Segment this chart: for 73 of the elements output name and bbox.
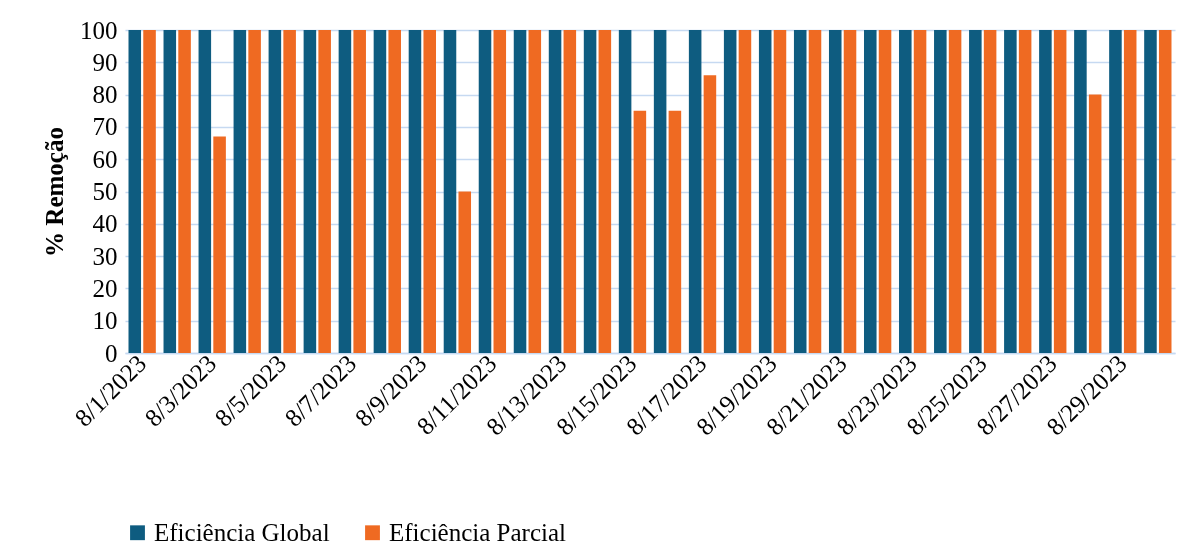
bar: [969, 30, 982, 353]
bar: [913, 30, 927, 353]
bar: [843, 30, 857, 353]
bar: [443, 30, 457, 353]
bar: [388, 30, 401, 353]
bar: [633, 110, 647, 353]
y-tick-label: 40: [92, 210, 118, 238]
bar: [738, 30, 752, 353]
bar: [1144, 30, 1157, 353]
bar: [248, 30, 261, 353]
bar: [1018, 30, 1032, 353]
y-tick-label: 10: [92, 307, 118, 335]
bar: [1004, 30, 1017, 353]
bar: [338, 30, 352, 353]
bar: [1088, 94, 1102, 353]
bar: [758, 30, 772, 353]
bar: [773, 30, 787, 353]
bar: [128, 30, 142, 353]
bar: [178, 30, 191, 353]
bar: [1158, 30, 1172, 353]
y-tick-label: 20: [92, 274, 118, 302]
bar: [373, 30, 387, 353]
bar: [1039, 30, 1052, 353]
bar: [493, 30, 507, 353]
bar: [268, 30, 282, 353]
bar: [163, 30, 177, 353]
bar: [899, 30, 912, 353]
bar: [283, 30, 296, 353]
bar: [548, 30, 562, 353]
bar: [1109, 30, 1122, 353]
bar: [408, 30, 422, 353]
y-axis-title: % Remoção: [41, 127, 68, 257]
bar: [583, 30, 597, 353]
bar: [703, 75, 717, 353]
y-tick-label: 50: [92, 178, 118, 205]
bar: [598, 30, 612, 353]
legend-label: Eficiência Global: [154, 518, 330, 542]
bar: [233, 30, 247, 353]
bar: [934, 30, 947, 353]
bar: [653, 30, 667, 353]
bar: [1053, 30, 1067, 353]
bar: [303, 30, 317, 353]
bar: [423, 30, 437, 353]
bar: [513, 30, 527, 353]
bar: [618, 30, 632, 353]
legend-label: Eficiência Parcial: [389, 518, 567, 542]
bar: [793, 30, 807, 353]
bar: [353, 30, 366, 353]
bar: [878, 30, 892, 353]
y-tick-label: 60: [92, 145, 118, 173]
bar: [213, 136, 226, 353]
bar: [458, 191, 472, 353]
y-tick-label: 90: [92, 48, 118, 76]
bar: [318, 30, 331, 353]
y-tick-label: 30: [92, 242, 118, 270]
bar: [688, 30, 702, 353]
bar: [668, 110, 682, 353]
bar: [1074, 30, 1087, 353]
bar: [808, 30, 822, 353]
y-tick-label: 70: [92, 113, 118, 141]
bar: [828, 30, 842, 353]
y-tick-label: 100: [80, 16, 118, 44]
bar: [1123, 30, 1137, 353]
bar: [143, 30, 156, 353]
bar: [948, 30, 962, 353]
bar: [478, 30, 492, 353]
bar: [863, 30, 877, 353]
bar: [198, 30, 212, 353]
bar: [983, 30, 997, 353]
bar: [723, 30, 737, 353]
y-tick-label: 80: [92, 81, 118, 109]
bar: [563, 30, 577, 353]
bar: [528, 30, 542, 353]
